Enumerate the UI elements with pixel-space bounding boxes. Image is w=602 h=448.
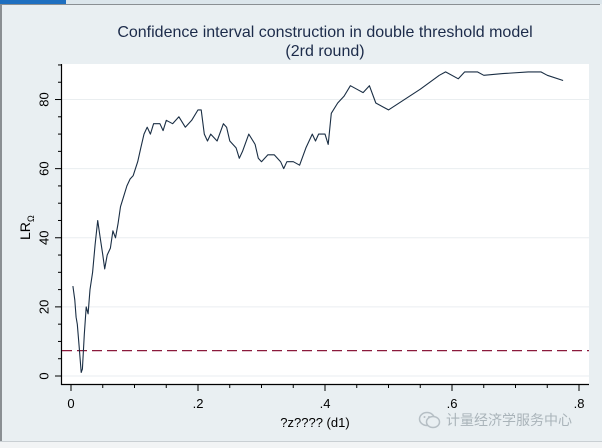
x-tick-label: .6	[447, 396, 458, 411]
y-axis-title-subscript: Ω	[26, 215, 36, 222]
watermark-text: 计量经济学服务中心	[446, 412, 572, 428]
x-tick-label: .2	[193, 396, 204, 411]
x-tick-label: 0	[67, 396, 74, 411]
plot-area	[62, 64, 589, 384]
y-tick-label: 20	[36, 300, 51, 314]
chart-subtitle: (2rd round)	[285, 43, 365, 60]
y-tick-label: 40	[36, 231, 51, 245]
lr-series-line	[72, 71, 564, 374]
y-tick-label: 0	[36, 372, 51, 379]
y-tick-label: 60	[36, 161, 51, 175]
chart-title: Confidence interval construction in doub…	[117, 24, 533, 41]
active-tab-indicator[interactable]	[0, 0, 66, 4]
x-tick-label: .4	[320, 396, 331, 411]
x-tick-label: .8	[574, 396, 585, 411]
x-axis-title: ?z???? (d1)	[280, 415, 349, 430]
wechat-icon	[418, 411, 441, 429]
y-tick-label: 80	[36, 92, 51, 106]
window-bottom-edge	[0, 441, 602, 448]
watermark: 计量经济学服务中心	[418, 410, 572, 430]
y-axis-title: LR	[17, 222, 33, 240]
window-top-bar	[0, 0, 602, 4]
